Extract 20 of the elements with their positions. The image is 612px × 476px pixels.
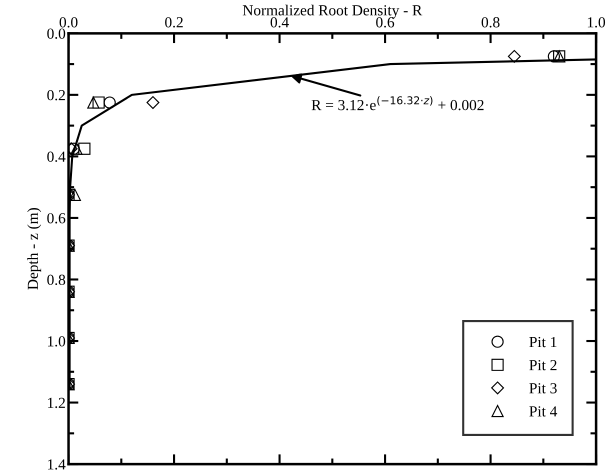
y-tick-label: 0.4 xyxy=(47,152,66,162)
x-tick-label: 0.6 xyxy=(376,17,394,28)
y-tick-label: 1.2 xyxy=(48,398,65,408)
y-tick-label: 0.6 xyxy=(47,213,66,224)
y-tick-label: 1.0 xyxy=(48,336,66,347)
legend-label: Pit 1 xyxy=(529,336,556,348)
y-tick-label: 0.0 xyxy=(47,28,66,39)
x-tick-label: 0.8 xyxy=(482,17,500,28)
legend-label: Pit 4 xyxy=(529,406,558,417)
x-tick-label: 0.0 xyxy=(60,17,78,28)
legend-label: Pit 2 xyxy=(529,360,557,370)
y-tick-label: 0.8 xyxy=(47,274,66,285)
annotation: R = 3.12·e$^{(−16.32·z)}$ + 0.002 xyxy=(312,96,484,110)
legend-label: Pit 3 xyxy=(529,383,557,394)
y-tick-label: 0.2 xyxy=(47,90,65,100)
x-tick-label: 0.2 xyxy=(165,17,183,28)
x-tick-label: 1.0 xyxy=(588,17,606,28)
y-tick-label: 1.4 xyxy=(48,459,66,470)
y-axis-title: Depth - z (m) xyxy=(27,208,42,290)
x-tick-label: 0.4 xyxy=(270,17,289,28)
